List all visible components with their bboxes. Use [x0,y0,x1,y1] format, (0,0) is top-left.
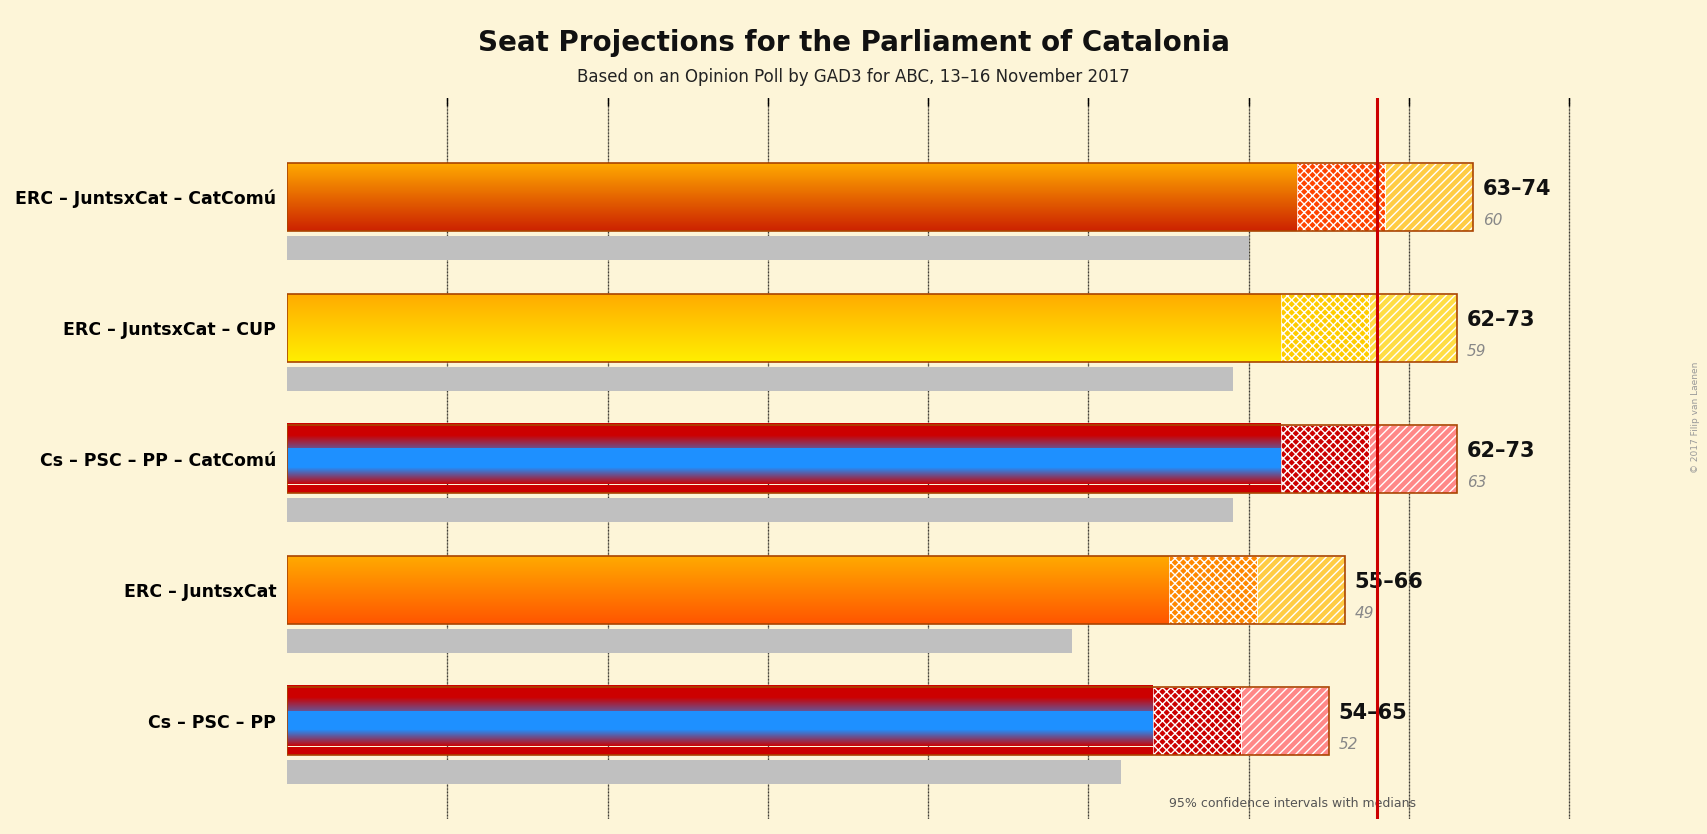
Bar [287,686,1328,755]
Bar [287,629,1072,653]
Bar [287,711,1152,731]
Bar [1297,163,1384,231]
Text: 95% confidence intervals with medians: 95% confidence intervals with medians [1169,796,1415,810]
Bar [287,449,1280,469]
Text: Seat Projections for the Parliament of Catalonia: Seat Projections for the Parliament of C… [478,29,1229,58]
Bar [1280,425,1369,493]
Bar [287,236,1250,259]
Text: Based on an Opinion Poll by GAD3 for ABC, 13–16 November 2017: Based on an Opinion Poll by GAD3 for ABC… [577,68,1130,87]
Bar [1241,686,1328,755]
Bar [1152,686,1241,755]
Text: © 2017 Filip van Laenen: © 2017 Filip van Laenen [1690,361,1700,473]
Bar [1369,425,1458,493]
Bar [287,498,1232,521]
Bar [287,686,1152,697]
Bar [287,367,1232,390]
Text: 60: 60 [1483,213,1502,228]
Bar [287,485,1280,493]
Bar [1369,294,1458,362]
Text: 52: 52 [1338,736,1359,751]
Bar [1169,555,1256,624]
Bar [287,760,1120,784]
Bar [1369,294,1458,362]
Text: 55–66: 55–66 [1354,572,1424,592]
Bar [1280,425,1369,493]
Text: 63: 63 [1466,475,1487,490]
Bar [287,163,1473,231]
Bar [287,424,1280,435]
Bar [1256,555,1345,624]
Text: 49: 49 [1354,605,1374,620]
Text: 54–65: 54–65 [1338,703,1407,723]
Bar [1169,555,1256,624]
Text: 63–74: 63–74 [1483,178,1552,198]
Bar [1369,425,1458,493]
Bar [1280,294,1369,362]
Text: 62–73: 62–73 [1466,309,1535,329]
Text: 59: 59 [1466,344,1487,359]
Bar [1384,163,1473,231]
Bar [287,555,1345,624]
Bar [1297,163,1384,231]
Bar [1256,555,1345,624]
Bar [1280,294,1369,362]
Bar [1384,163,1473,231]
Bar [1152,686,1241,755]
Bar [287,425,1458,493]
Text: 62–73: 62–73 [1466,441,1535,461]
Bar [287,746,1152,755]
Bar [287,294,1458,362]
Bar [1241,686,1328,755]
